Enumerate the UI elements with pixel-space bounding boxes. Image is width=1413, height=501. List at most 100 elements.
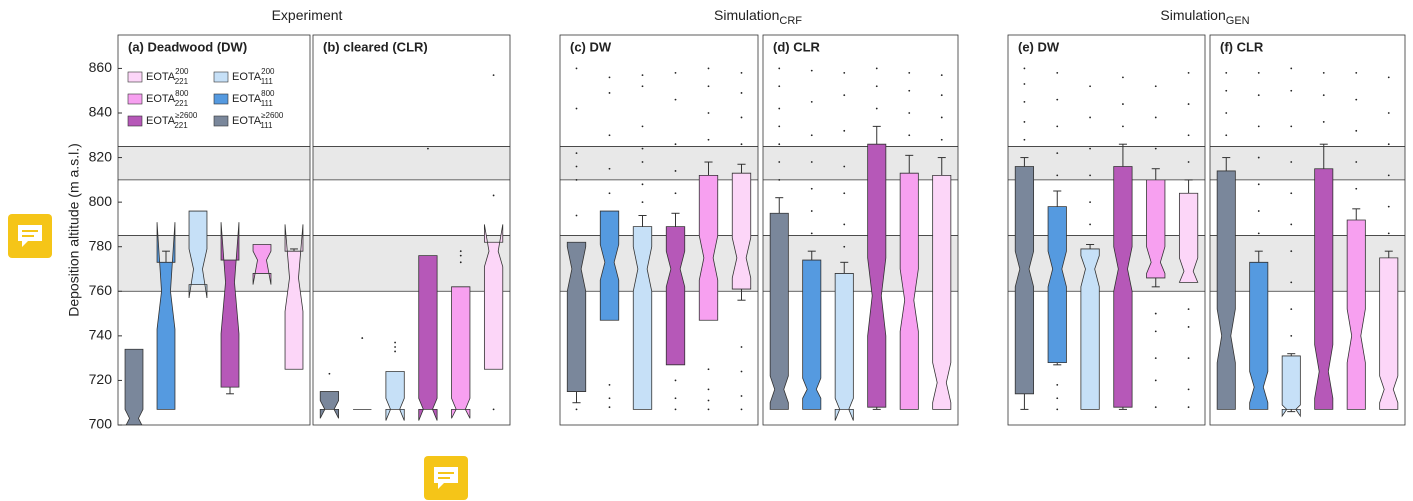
outlier xyxy=(1187,357,1190,360)
outlier xyxy=(1257,232,1260,235)
outlier xyxy=(1387,205,1390,208)
outlier xyxy=(641,125,644,128)
panel-title: (a) Deadwood (DW) xyxy=(128,39,247,54)
outlier xyxy=(1355,71,1358,74)
outlier xyxy=(1257,156,1260,159)
outlier xyxy=(1290,125,1293,128)
legend-name: EOTA xyxy=(146,115,176,127)
outlier xyxy=(778,178,781,181)
outlier xyxy=(740,395,743,397)
outlier xyxy=(1387,76,1390,79)
legend-sup: 800 xyxy=(261,89,275,98)
outlier xyxy=(707,138,710,141)
outlier xyxy=(1322,121,1325,123)
outlier xyxy=(1187,134,1190,137)
panel-title: (d) CLR xyxy=(773,39,821,54)
reference-band xyxy=(1210,235,1405,292)
outlier xyxy=(810,187,813,190)
legend-label: EOTA200 221 xyxy=(146,67,189,86)
outlier xyxy=(641,147,644,150)
outlier xyxy=(810,100,813,103)
panel-title: (e) DW xyxy=(1018,39,1060,54)
outlier xyxy=(778,143,781,146)
y-tick-label: 720 xyxy=(89,371,113,387)
outlier xyxy=(1225,134,1228,137)
outlier xyxy=(843,71,846,74)
panel-frame xyxy=(1007,34,1206,426)
outlier xyxy=(1023,83,1026,85)
panel-frame xyxy=(559,34,759,426)
plot-area xyxy=(769,67,952,421)
legend-swatch xyxy=(127,115,143,127)
legend-swatch xyxy=(127,71,143,83)
legend-swatch xyxy=(213,115,229,127)
chat-icon[interactable] xyxy=(424,456,468,500)
outlier xyxy=(740,71,743,74)
outlier xyxy=(810,210,813,212)
outlier xyxy=(608,76,611,79)
outlier xyxy=(492,74,495,77)
outlier xyxy=(674,170,677,172)
outlier xyxy=(1154,116,1157,119)
outlier xyxy=(1322,71,1325,74)
outlier xyxy=(1290,89,1293,92)
plot-area xyxy=(566,67,752,411)
legend-name: EOTA xyxy=(232,115,262,127)
outlier xyxy=(1089,147,1091,150)
outlier xyxy=(641,161,644,163)
outlier xyxy=(1056,152,1059,155)
outlier xyxy=(492,408,495,411)
box xyxy=(867,143,887,408)
outlier xyxy=(1187,406,1190,409)
outlier xyxy=(1322,94,1325,97)
outlier xyxy=(707,399,710,402)
outlier xyxy=(575,67,578,70)
box xyxy=(1047,206,1067,364)
outlier xyxy=(1056,397,1059,400)
box xyxy=(802,259,822,410)
outlier xyxy=(908,112,911,114)
outlier xyxy=(674,192,677,195)
legend-sub: 111 xyxy=(261,99,274,108)
legend-sup: 200 xyxy=(175,67,189,76)
reference-band xyxy=(1008,235,1205,292)
outlier xyxy=(1187,308,1190,311)
outlier xyxy=(575,408,578,411)
outlier xyxy=(1154,85,1157,88)
outlier xyxy=(1154,406,1157,409)
outlier xyxy=(940,116,943,119)
group-title-sub: GEN xyxy=(1226,15,1250,27)
outlier xyxy=(394,341,396,344)
outlier xyxy=(674,397,677,400)
box xyxy=(156,222,176,410)
box xyxy=(385,371,405,421)
outlier xyxy=(1387,232,1390,235)
legend-sub: 221 xyxy=(174,121,188,130)
plot-area xyxy=(124,210,304,425)
outlier xyxy=(575,214,578,217)
panel-frame xyxy=(312,34,511,426)
outlier xyxy=(1154,147,1157,150)
outlier xyxy=(608,406,611,409)
outlier xyxy=(740,116,743,119)
box xyxy=(1178,192,1199,283)
outlier xyxy=(641,183,644,186)
outlier xyxy=(361,337,364,339)
legend-name: EOTA xyxy=(232,71,262,83)
group-title-text: Simulation xyxy=(1160,7,1225,23)
y-tick-label: 800 xyxy=(89,193,113,209)
outlier xyxy=(1387,143,1390,146)
legend-sub: 221 xyxy=(175,77,189,86)
outlier xyxy=(1257,125,1260,128)
outlier xyxy=(1290,192,1293,195)
chat-icon[interactable] xyxy=(8,214,52,258)
outlier xyxy=(1023,121,1026,123)
panel-frame xyxy=(117,34,311,426)
outlier xyxy=(940,138,943,141)
legend-name: EOTA xyxy=(232,93,262,105)
outlier xyxy=(575,165,578,168)
panel-frame xyxy=(1209,34,1406,426)
y-tick-label: 860 xyxy=(89,59,113,75)
panel-title: (c) DW xyxy=(570,39,612,54)
box xyxy=(1249,261,1269,410)
